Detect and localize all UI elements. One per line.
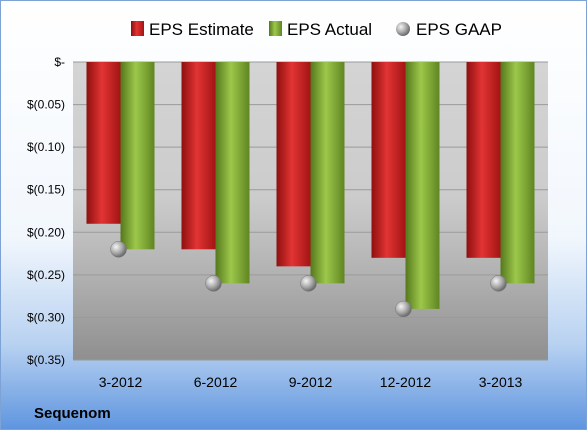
y-tick-label: $(0.35) [27,353,65,367]
x-tick-label: 3-2012 [99,374,143,390]
bar-eps-estimate [181,62,216,250]
bar-eps-actual [215,62,250,284]
legend-item-eps-actual: EPS Actual [269,20,372,39]
legend-swatch-eps-actual [269,21,282,36]
x-tick-label: 9-2012 [289,374,333,390]
y-tick-label: $(0.30) [27,310,65,324]
bar-eps-estimate [371,62,406,258]
bars [86,62,535,309]
marker-eps-gaap [205,275,222,292]
x-tick-label: 12-2012 [380,374,432,390]
company-name: Sequenom [34,405,111,422]
marker-eps-gaap [490,275,507,292]
y-tick-label: $- [54,55,65,69]
y-tick-label: $(0.20) [27,225,65,239]
y-tick-label: $(0.15) [27,183,65,197]
marker-eps-gaap [110,241,127,258]
y-tick-label: $(0.10) [27,140,65,154]
y-tick-label: $(0.05) [27,98,65,112]
legend-label-eps-estimate: EPS Estimate [149,20,254,39]
x-tick-label: 3-2013 [479,374,523,390]
bar-eps-estimate [466,62,501,258]
legend-label-eps-actual: EPS Actual [287,20,372,39]
y-tick-label: $(0.25) [27,268,65,282]
bar-eps-actual [310,62,345,284]
legend-swatch-eps-estimate [131,21,144,36]
marker-eps-gaap [300,275,317,292]
x-axis-ticks: 3-2012 6-2012 9-2012 12-2012 3-2013 [99,374,523,390]
marker-eps-gaap [395,300,412,318]
legend-item-eps-gaap: EPS GAAP [396,20,502,39]
bar-eps-estimate [86,62,121,224]
legend: EPS Estimate EPS Actual EPS GAAP [131,20,502,39]
bar-eps-actual [120,62,155,250]
legend-item-eps-estimate: EPS Estimate [131,20,254,39]
x-tick-label: 6-2012 [194,374,238,390]
y-axis-ticks: $- $(0.05) $(0.10) $(0.15) $(0.20) $(0.25) $(0… [27,55,65,367]
bar-eps-actual [405,62,440,309]
bar-eps-actual [500,62,535,284]
legend-swatch-eps-gaap [396,22,410,36]
bar-eps-estimate [276,62,311,267]
gaap-markers [110,241,507,318]
legend-label-eps-gaap: EPS GAAP [416,20,502,39]
